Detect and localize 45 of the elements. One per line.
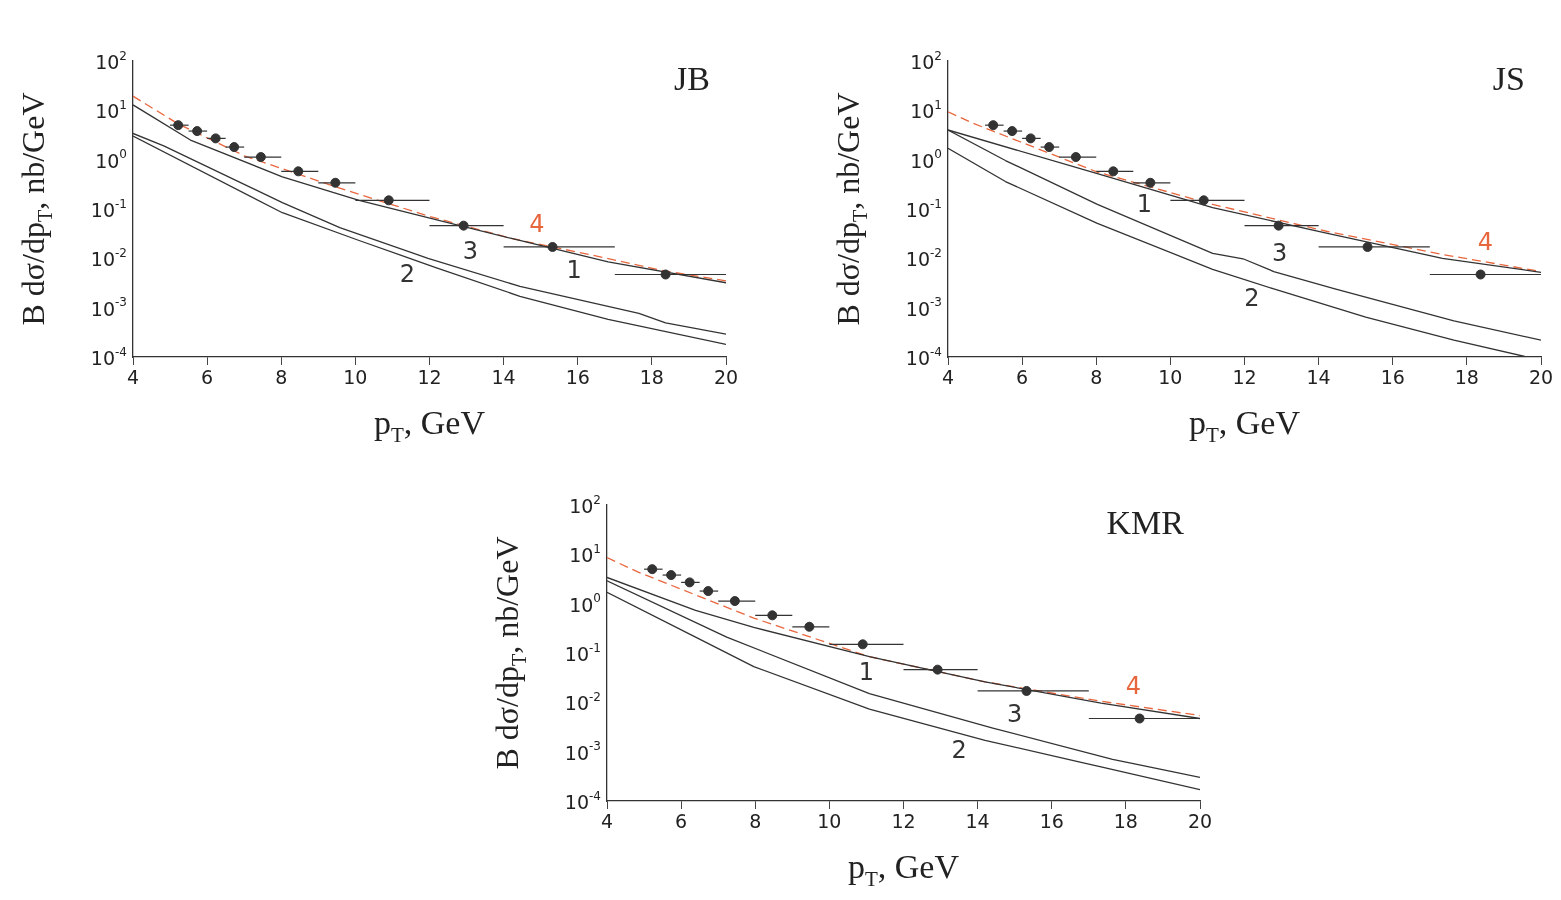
annotation: 2 xyxy=(399,259,415,288)
x-tick-label: 14 xyxy=(965,810,990,833)
x-tick-label: 8 xyxy=(275,366,288,389)
x-tick-label: 14 xyxy=(1306,366,1331,389)
annotation: 4 xyxy=(529,209,545,238)
chart-title: JB xyxy=(674,59,711,97)
x-tick-label: 18 xyxy=(639,366,664,389)
x-tick-label: 4 xyxy=(126,366,140,389)
x-tick-label: 10 xyxy=(343,366,368,389)
x-tick-label: 12 xyxy=(1232,366,1257,389)
x-tick-label: 16 xyxy=(1039,810,1064,833)
x-tick-label: 4 xyxy=(941,366,955,389)
annotation: 2 xyxy=(1244,284,1260,313)
x-tick-label: 14 xyxy=(491,366,516,389)
x-tick-label: 20 xyxy=(1528,366,1554,389)
annotation: 2 xyxy=(951,735,967,764)
annotation: 4 xyxy=(1125,672,1141,701)
y-axis-title: B dσ/dpT, nb/GeV xyxy=(489,536,531,770)
x-tick-label: 20 xyxy=(713,366,739,389)
x-tick-label: 12 xyxy=(891,810,916,833)
y-axis-title: B dσ/dpT, nb/GeV xyxy=(830,92,872,326)
x-tick-label: 6 xyxy=(1016,366,1029,389)
annotation: 3 xyxy=(1007,700,1023,729)
x-tick-label: 8 xyxy=(749,810,762,833)
chart-title: KMR xyxy=(1106,503,1185,541)
x-tick-label: 10 xyxy=(1158,366,1183,389)
annotation: 1 xyxy=(858,658,875,687)
x-tick-label: 12 xyxy=(417,366,442,389)
annotation: 3 xyxy=(1272,239,1288,268)
annotation: 3 xyxy=(462,237,478,266)
chart-title: JS xyxy=(1492,59,1525,97)
x-tick-label: 16 xyxy=(1380,366,1405,389)
x-tick-label: 16 xyxy=(565,366,590,389)
x-tick-label: 8 xyxy=(1090,366,1103,389)
x-tick-label: 6 xyxy=(675,810,688,833)
x-tick-label: 18 xyxy=(1113,810,1138,833)
x-tick-label: 4 xyxy=(600,810,614,833)
x-tick-label: 10 xyxy=(817,810,842,833)
annotation: 1 xyxy=(1136,189,1153,218)
annotation: 4 xyxy=(1477,228,1494,257)
y-axis-title: B dσ/dpT, nb/GeV xyxy=(15,92,57,326)
x-tick-label: 18 xyxy=(1454,366,1479,389)
x-tick-label: 20 xyxy=(1187,810,1213,833)
annotation: 1 xyxy=(566,255,582,284)
x-tick-label: 6 xyxy=(201,366,214,389)
